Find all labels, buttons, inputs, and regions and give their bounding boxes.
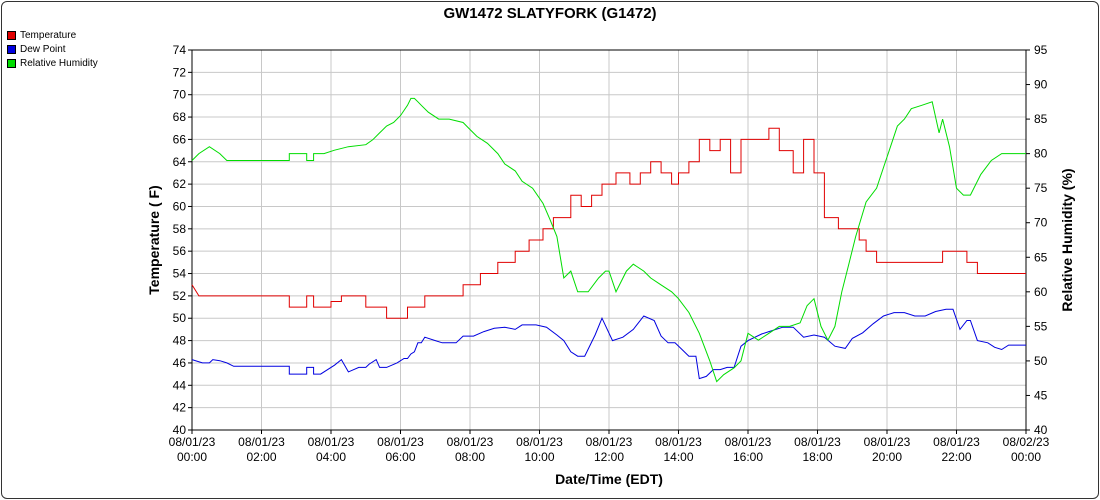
y2-tick-label: 40: [1034, 423, 1048, 437]
y-tick-label: 50: [173, 311, 187, 325]
x-tick-date: 08/01/23: [308, 435, 355, 449]
legend-label-relative-humidity: Relative Humidity: [20, 57, 98, 69]
y2-tick-label: 80: [1034, 147, 1048, 161]
y-tick-label: 58: [173, 222, 187, 236]
y2-tick-label: 45: [1034, 388, 1048, 402]
y2-tick-label: 75: [1034, 181, 1048, 195]
x-tick-time: 16:00: [733, 450, 763, 464]
y2-tick-label: 65: [1034, 250, 1048, 264]
dew-point-line: [191, 308, 1026, 380]
x-tick-time: 12:00: [594, 450, 624, 464]
x-tick-date: 08/01/23: [794, 435, 841, 449]
x-tick-time: 00:00: [1011, 450, 1041, 464]
legend: Temperature Dew Point Relative Humidity: [7, 28, 98, 70]
y-axis-title: Temperature ( F): [146, 185, 162, 294]
x-tick-date: 08/01/23: [864, 435, 911, 449]
y-tick-label: 46: [173, 356, 187, 370]
x-tick-date: 08/01/23: [655, 435, 702, 449]
x-tick-date: 08/01/23: [586, 435, 633, 449]
legend-label-temperature: Temperature: [20, 29, 77, 41]
legend-label-dew-point: Dew Point: [20, 43, 66, 55]
y-tick-label: 60: [173, 199, 187, 213]
x-tick-date: 08/02/23: [1003, 435, 1050, 449]
y2-tick-label: 70: [1034, 216, 1048, 230]
y-tick-label: 52: [173, 289, 187, 303]
legend-swatch-temperature: [7, 30, 16, 40]
legend-item-relative-humidity: Relative Humidity: [7, 56, 98, 70]
x-tick-date: 08/01/23: [516, 435, 563, 449]
y-tick-label: 62: [173, 177, 187, 191]
x-tick-time: 00:00: [177, 450, 207, 464]
x-tick-date: 08/01/23: [725, 435, 772, 449]
x-axis-title: Date/Time (EDT): [555, 471, 663, 487]
relative-humidity-line: [191, 97, 1026, 383]
x-tick-date: 08/01/23: [933, 435, 980, 449]
y-tick-label: 56: [173, 244, 187, 258]
chart-title: GW1472 SLATYFORK (G1472): [443, 5, 657, 22]
legend-item-temperature: Temperature: [7, 28, 98, 42]
y2-tick-label: 50: [1034, 354, 1048, 368]
temperature-line: [191, 127, 1026, 319]
x-tick-time: 18:00: [802, 450, 832, 464]
x-tick-time: 10:00: [524, 450, 554, 464]
x-tick-time: 20:00: [872, 450, 902, 464]
x-tick-date: 08/01/23: [169, 435, 216, 449]
y-tick-label: 42: [173, 401, 187, 415]
y2-tick-label: 85: [1034, 112, 1048, 126]
x-tick-time: 08:00: [455, 450, 485, 464]
x-tick-date: 08/01/23: [238, 435, 285, 449]
tick-labels: 40 42 44 46 48 50 52 54 56 58 60 62 64 66 68 70 72 74 40 45…: [169, 43, 1050, 464]
y2-tick-label: 60: [1034, 285, 1048, 299]
grid: [188, 49, 1030, 434]
y-tick-label: 72: [173, 65, 187, 79]
y-tick-label: 48: [173, 334, 187, 348]
plot-area-border: [191, 49, 1027, 431]
x-tick-time: 06:00: [385, 450, 415, 464]
y-tick-label: 54: [173, 267, 187, 281]
y-tick-label: 66: [173, 132, 187, 146]
x-tick-time: 22:00: [941, 450, 971, 464]
y-tick-label: 64: [173, 155, 187, 169]
x-tick-time: 02:00: [246, 450, 276, 464]
x-tick-time: 04:00: [316, 450, 346, 464]
x-tick-date: 08/01/23: [447, 435, 494, 449]
y2-tick-label: 95: [1034, 43, 1048, 57]
x-tick-time: 14:00: [663, 450, 693, 464]
y2-tick-label: 55: [1034, 319, 1048, 333]
y-tick-label: 44: [173, 378, 187, 392]
y-tick-label: 74: [173, 43, 187, 57]
y-tick-label: 68: [173, 110, 187, 124]
y2-tick-label: 90: [1034, 78, 1048, 92]
legend-swatch-relative-humidity: [7, 58, 16, 68]
series-lines: [191, 97, 1026, 383]
y-tick-label: 40: [173, 423, 187, 437]
legend-swatch-dew-point: [7, 44, 16, 54]
x-tick-date: 08/01/23: [377, 435, 424, 449]
legend-item-dew-point: Dew Point: [7, 42, 98, 56]
y2-axis-title: Relative Humidity (%): [1059, 168, 1075, 311]
y-tick-label: 70: [173, 88, 187, 102]
